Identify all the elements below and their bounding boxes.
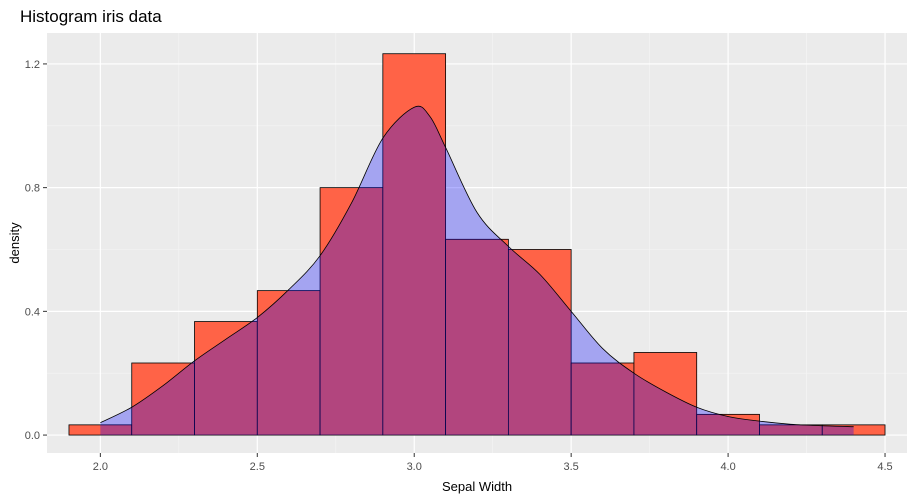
x-tick-label: 2.5 bbox=[250, 461, 265, 473]
histogram-bars bbox=[68, 53, 886, 436]
density-curve-layer bbox=[100, 105, 854, 436]
histogram-bar bbox=[382, 53, 447, 436]
x-tick-label: 3.5 bbox=[564, 461, 579, 473]
histogram-bar bbox=[131, 362, 195, 436]
histogram-bar bbox=[633, 352, 698, 436]
histogram-bar bbox=[445, 238, 509, 436]
histogram-bar bbox=[507, 249, 572, 436]
x-axis-ticks: 2.0 2.5 3.0 3.5 4.0 4.5 bbox=[93, 453, 893, 473]
y-axis-ticks: 0.0 0.4 0.8 1.2 bbox=[25, 59, 47, 442]
histogram-bar bbox=[570, 362, 635, 436]
x-tick-label: 4.0 bbox=[720, 461, 735, 473]
x-tick-label: 3.0 bbox=[407, 461, 422, 473]
histogram-bar bbox=[319, 187, 384, 436]
x-tick-label: 4.5 bbox=[877, 461, 892, 473]
x-tick-label: 2.0 bbox=[93, 461, 108, 473]
density-area bbox=[100, 106, 854, 436]
histogram-bar bbox=[821, 424, 886, 436]
y-tick-label: 0.8 bbox=[25, 183, 40, 195]
y-tick-label: 1.2 bbox=[25, 59, 40, 71]
y-tick-label: 0.0 bbox=[25, 430, 40, 442]
chart-title: Histogram iris data bbox=[20, 7, 162, 26]
histogram-bar bbox=[256, 290, 321, 436]
x-axis-label: Sepal Width bbox=[442, 479, 512, 494]
y-axis-label: density bbox=[7, 222, 22, 264]
y-tick-label: 0.4 bbox=[25, 306, 40, 318]
density-line bbox=[100, 105, 854, 428]
